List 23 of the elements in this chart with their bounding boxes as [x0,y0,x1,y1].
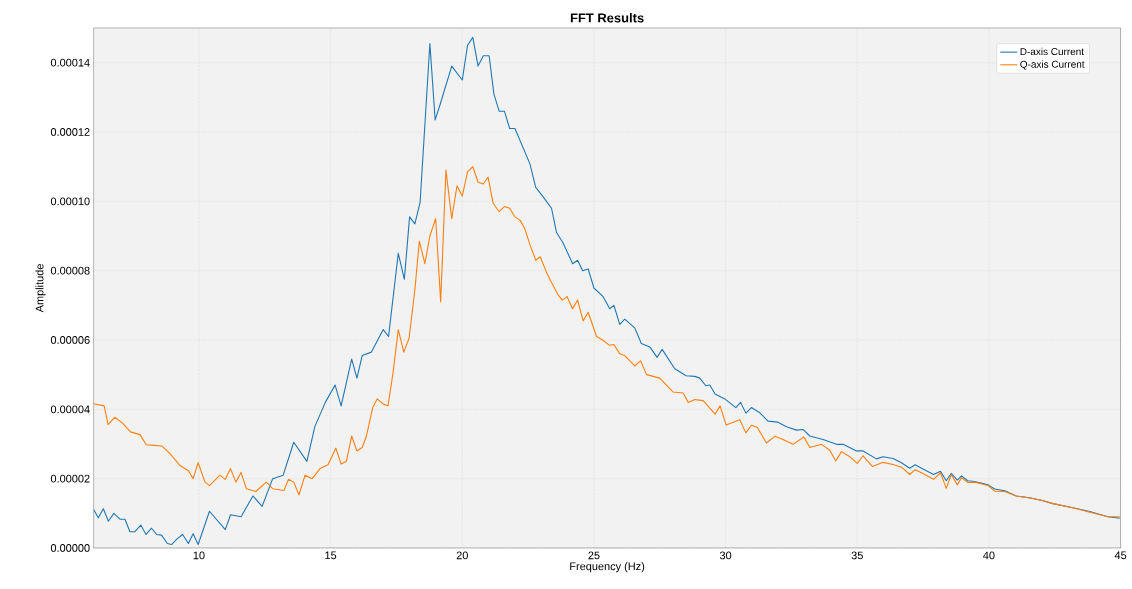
y-tick-label: 0.00012 [50,128,90,136]
y-tick-label: 0.00000 [50,544,90,552]
line-series [93,36,1121,546]
y-tick-label: 0.00008 [50,266,90,275]
line-series [93,166,1121,518]
x-tick-label: 25 [588,551,600,560]
x-tick-label: 20 [456,551,468,560]
y-axis-title: Amplitude [35,264,46,313]
y-tick-label: 0.00014 [50,58,90,67]
x-axis-title: Frequency (Hz) [570,562,645,573]
x-tick-label: 45 [1114,551,1127,560]
y-tick-label: 0.00006 [50,336,90,344]
y-tick-label: 0.00010 [50,197,90,206]
legend-label: Q-axis Current [1020,60,1085,70]
x-tick-label: 10 [193,551,205,560]
x-tick-label: 40 [983,551,995,560]
x-tick-label: 30 [719,551,732,560]
y-tick-label: 0.00002 [50,474,90,483]
y-tick-label: 0.00004 [50,405,90,414]
x-tick-label: 15 [325,551,337,560]
x-tick-label: 35 [851,551,863,560]
legend-label: D-axis Current [1020,47,1084,56]
chart-title: FFT Results [570,12,644,23]
